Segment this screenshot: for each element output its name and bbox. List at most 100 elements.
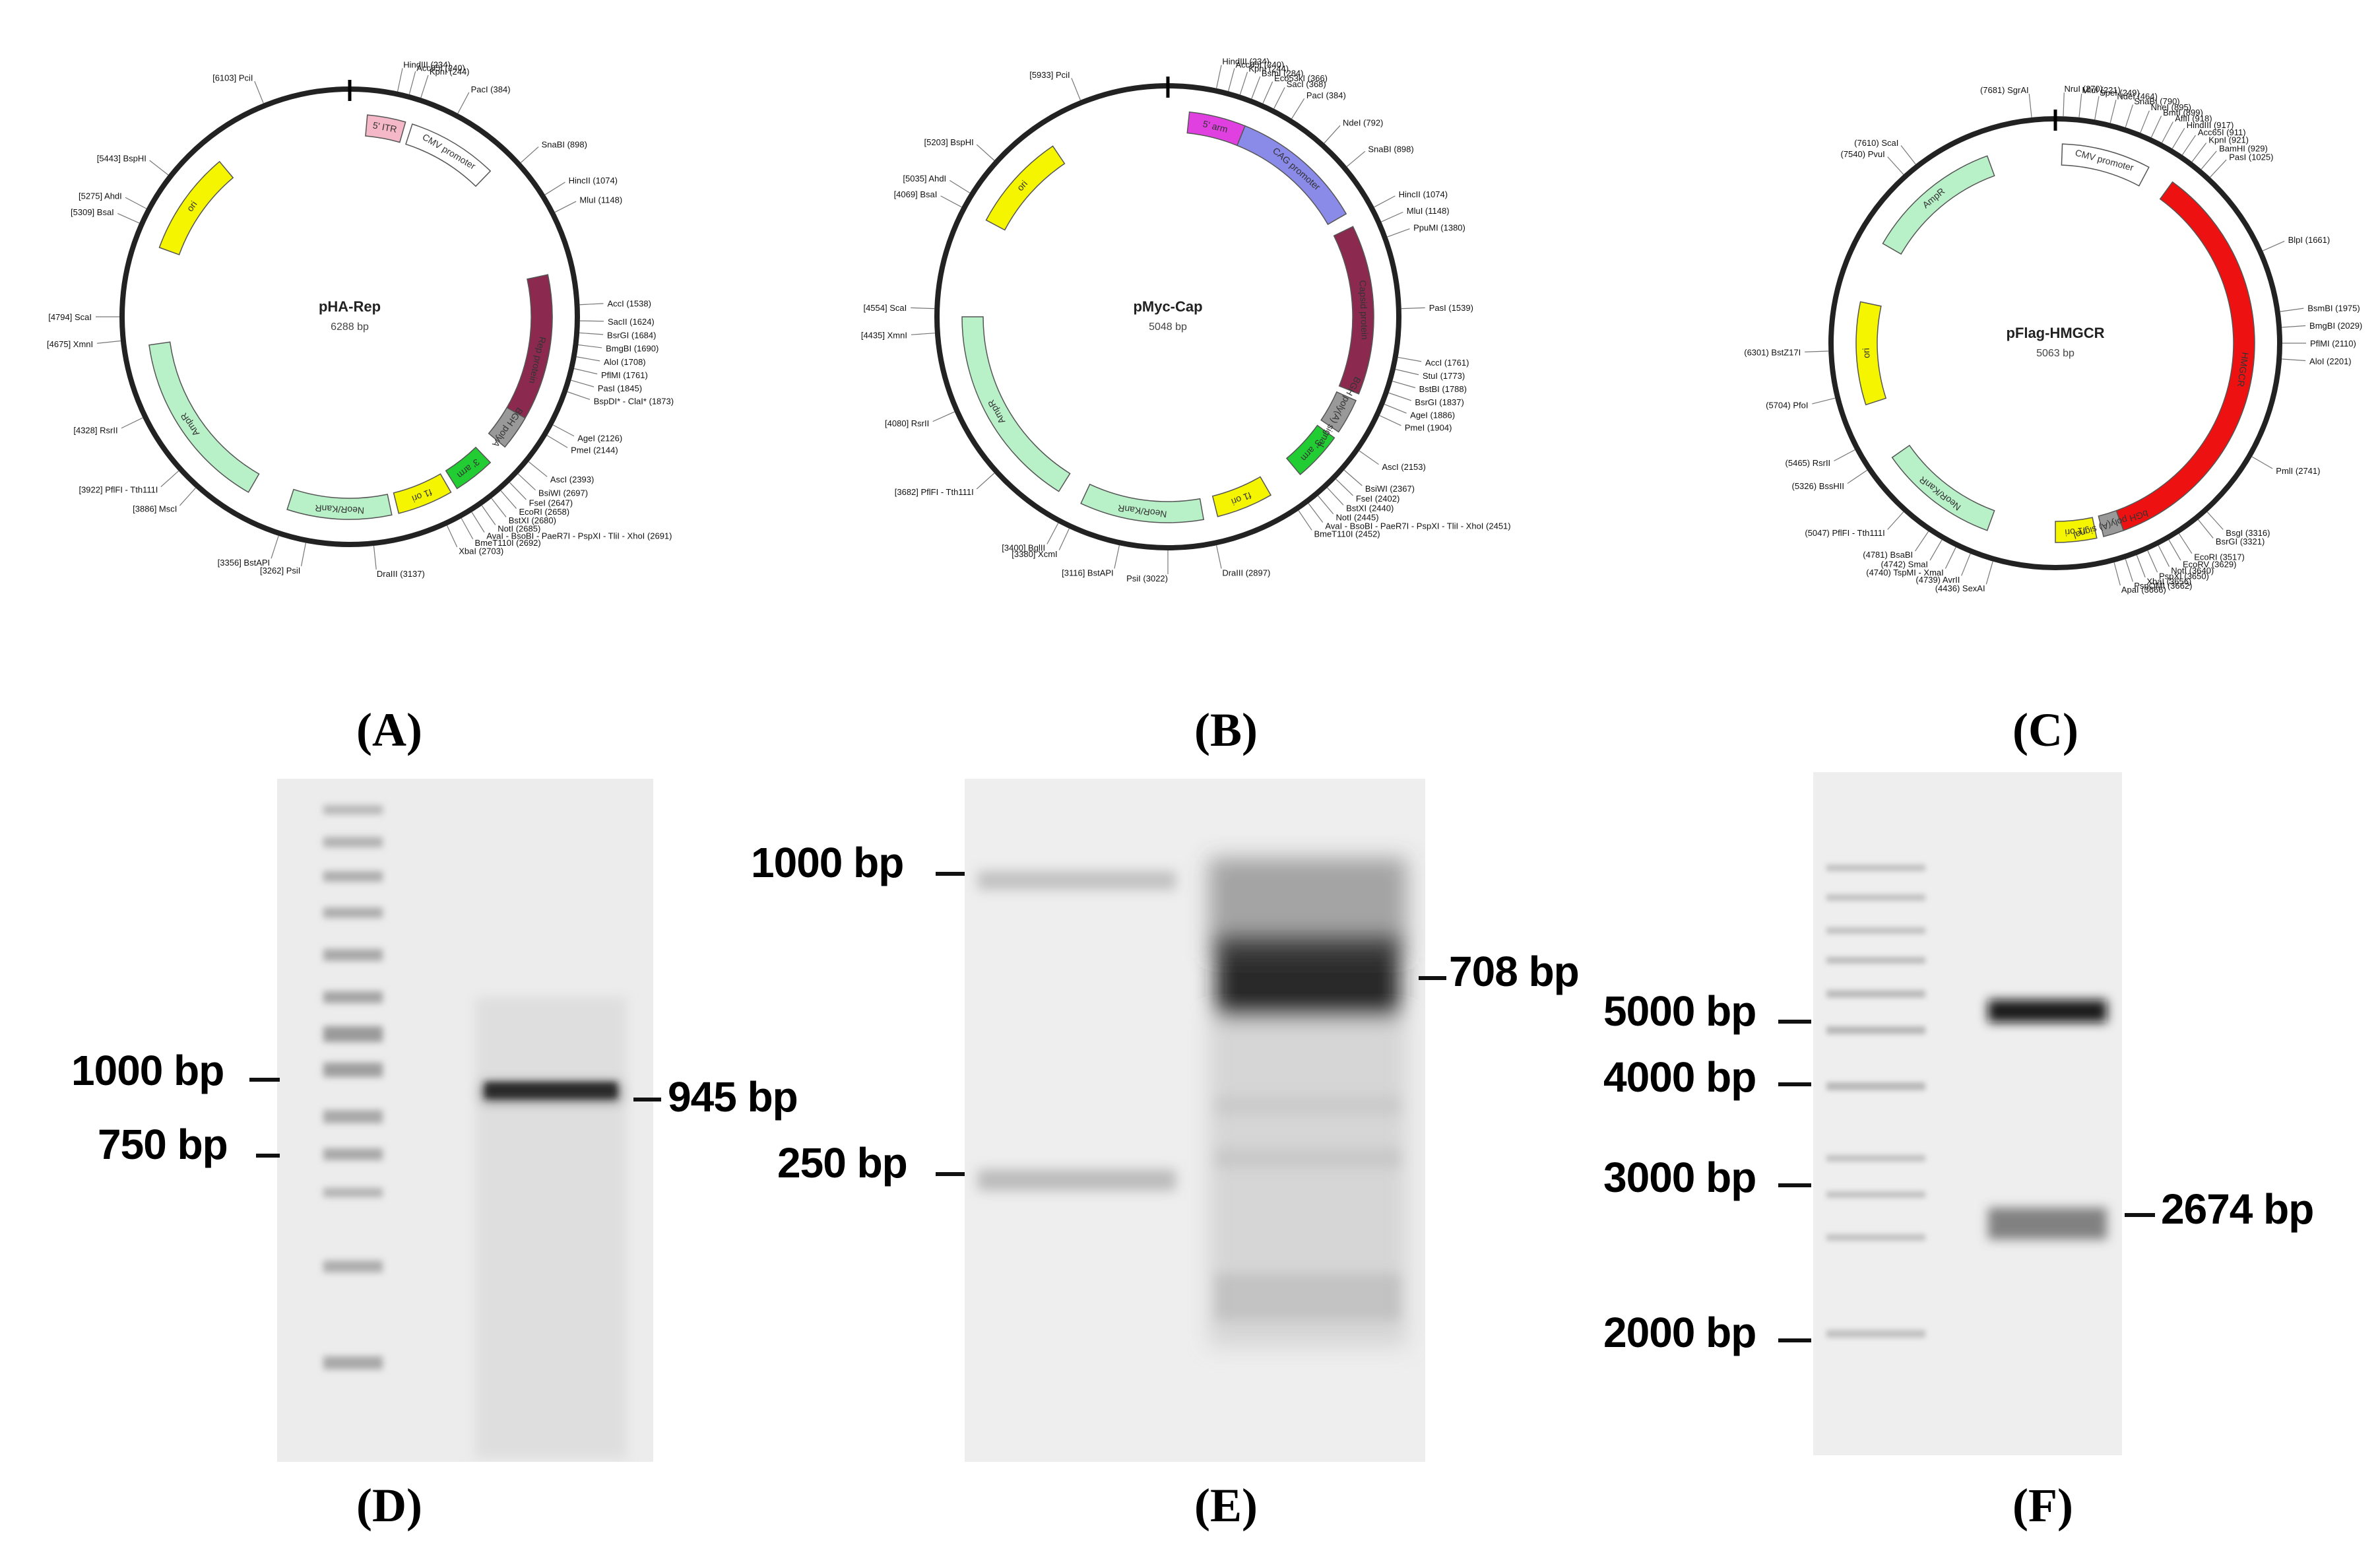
site-aloi-1708: AloI (1708) (604, 357, 646, 367)
site-bsiwi-2367: BsiWI (2367) (1365, 484, 1415, 494)
site-leader (1251, 76, 1261, 99)
gel-d-tick-750 (256, 1154, 280, 1158)
site-5443-bsphi: [5443] BspHI (97, 153, 146, 163)
site-leader (579, 332, 604, 335)
site-leader (1359, 450, 1379, 465)
site-pmei-2144: PmeI (2144) (571, 445, 618, 455)
site-leader (2063, 92, 2065, 117)
site-bmti-899: BmtI (899) (2163, 108, 2203, 117)
site-4436-sexai: (4436) SexAI (1935, 583, 1985, 593)
gel-e-tick-1000 (936, 872, 965, 876)
site-leader (528, 461, 548, 477)
site-leader (457, 92, 470, 114)
site-leader (1318, 495, 1334, 515)
site-4740-tspmi-xmai: (4740) TspMI - XmaI (1866, 568, 1944, 577)
site-leader (1298, 510, 1312, 531)
site-leader (2210, 159, 2227, 178)
site-leader (1216, 65, 1222, 88)
site-leader (1291, 98, 1305, 119)
site-stui-1773: StuI (1773) (1423, 371, 1465, 381)
site-leader (579, 303, 604, 306)
site-leader (1273, 87, 1285, 109)
site-5203-bsphi: [5203] BspHI (924, 137, 974, 147)
site-leader (546, 435, 568, 448)
site-sacii-1624: SacII (1624) (608, 317, 655, 327)
site-5309-bsai: [5309] BsaI (71, 207, 114, 217)
site-leader (567, 391, 591, 400)
panel-label-c: (C) (2012, 704, 2078, 756)
site-pasi-1539: PasI (1539) (1429, 303, 1473, 313)
site-leader (121, 417, 143, 429)
site-leader (2147, 550, 2158, 573)
feature-5-arm (1186, 111, 1246, 147)
gel-d-tick-1000 (249, 1078, 280, 1082)
site-leader (1346, 150, 1366, 167)
site-leader (2201, 150, 2217, 170)
site-leader (2150, 115, 2162, 138)
site-saci-368: SacI (368) (1287, 79, 1326, 89)
site-leader (2158, 545, 2170, 567)
site-leader (1961, 553, 1971, 576)
site-leader (1262, 81, 1273, 104)
site-acc65i-911: Acc65I (911) (2198, 127, 2246, 137)
plasmid-size: 6288 bp (331, 321, 369, 333)
site-paci-384: PacI (384) (471, 84, 511, 94)
site-fsei-2402: FseI (2402) (1356, 494, 1399, 504)
site-5035-ahdi: [5035] AhdI (903, 174, 946, 183)
site-4675-xmni: [4675] XmnI (47, 339, 93, 349)
site-ppumi-1380: PpuMI (1380) (1413, 223, 1465, 233)
site-leader (1239, 71, 1248, 95)
gel-f-tick-5000 (1778, 1020, 1811, 1024)
site-hincii-1074: HincII (1074) (569, 176, 618, 185)
site-leader (1387, 228, 1410, 238)
site-leader (1379, 415, 1401, 426)
site-leader (1071, 78, 1081, 101)
site-apai-3666: ApaI (3666) (2121, 585, 2166, 595)
site-leader (576, 356, 600, 362)
site-leader (1058, 528, 1070, 550)
feature-label: NeoR/KanR (315, 503, 364, 516)
feature-ori (1855, 301, 1887, 406)
gel-d-marker-750: 750 bp (98, 1121, 228, 1168)
site-noti-2685: NotI (2685) (498, 523, 540, 533)
gel-e-marker-250: 250 bp (777, 1139, 908, 1187)
site-leader (1945, 546, 1956, 569)
panel-label-d: (D) (356, 1479, 422, 1532)
site-ecorv-3629: EcoRV (3629) (2183, 559, 2236, 569)
site-bsrgi-3321: BsrGI (3321) (2216, 537, 2265, 546)
site-agei-2126: AgeI (2126) (577, 434, 622, 444)
site-bstxi-2440: BstXI (2440) (1346, 504, 1394, 513)
gel-f-tick-3000 (1778, 1183, 1811, 1187)
site-snabi-898: SnaBI (898) (1368, 144, 1413, 154)
gel-f-marker-2674: 2674 bp (2161, 1185, 2314, 1233)
site-noti-3640: NotI (3640) (2171, 566, 2214, 575)
feature-neor-kanr (1080, 483, 1205, 523)
feature-ori (985, 145, 1066, 231)
feature-label: 5' ITR (372, 119, 398, 134)
site-3356-bstapi: [3356] BstAPI (218, 558, 271, 568)
site-leader (1805, 350, 1829, 352)
site-aflii-918: AflII (918) (2175, 114, 2212, 123)
site-pflmi-2110: PflMI (2110) (2310, 339, 2356, 348)
site-3922-pflfi-tth111i: [3922] PflFI - Tth111I (79, 485, 158, 495)
feature-3-arm (1285, 424, 1335, 476)
site-3886-msci: [3886] MscI (133, 504, 177, 514)
site-mlui-1148: MluI (1148) (1407, 206, 1450, 216)
site-pmei-1904: PmeI (1904) (1405, 422, 1452, 432)
site-leader (2263, 240, 2285, 251)
site-hindiii-917: HindIII (917) (2187, 120, 2234, 130)
site-7681-sgrai: (7681) SgrAI (1980, 85, 2029, 95)
site-leader (573, 368, 598, 375)
site-leader (160, 471, 179, 488)
site-leader (461, 517, 474, 540)
site-leader (2125, 104, 2133, 128)
gel-image-d (277, 779, 653, 1462)
feature-neor-kanr (286, 488, 393, 520)
site-3262-psii: [3262] PsiI (260, 566, 300, 575)
site-paci-384: PacI (384) (1306, 90, 1346, 100)
feature-bgh-poly-a-signal (1320, 391, 1357, 433)
site-leader (1392, 380, 1416, 389)
site-7610-scai: (7610) ScaI (1854, 138, 1898, 148)
site-leader (554, 201, 577, 213)
